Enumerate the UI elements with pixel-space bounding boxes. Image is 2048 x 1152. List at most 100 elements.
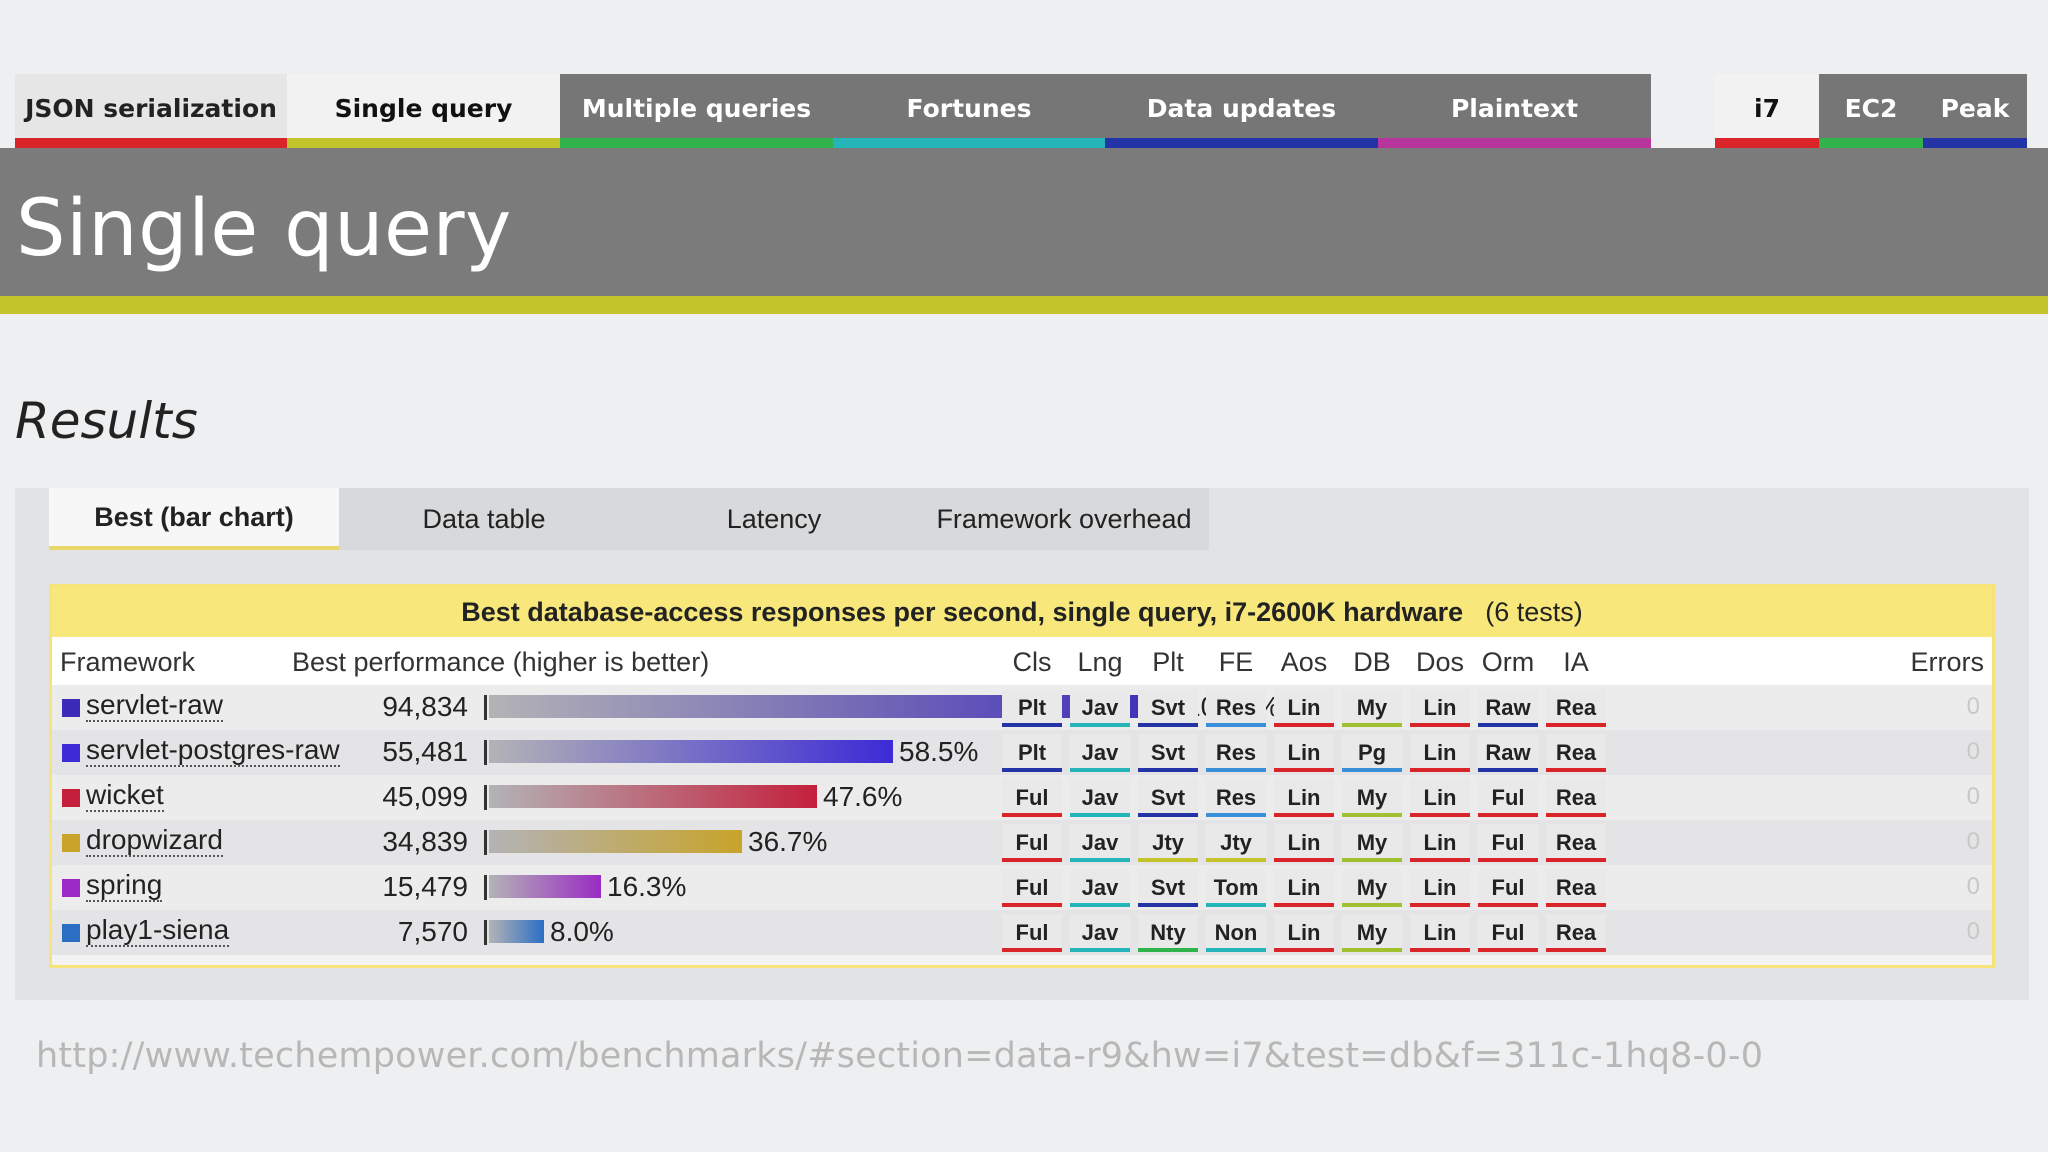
attribute-badge: Lin bbox=[1410, 824, 1470, 862]
attribute-badge: Rea bbox=[1546, 869, 1606, 907]
tab-latency[interactable]: Latency bbox=[629, 488, 919, 550]
attribute-badge: Svt bbox=[1138, 869, 1198, 907]
attribute-badge: Jav bbox=[1070, 914, 1130, 952]
header-attr: DB bbox=[1353, 647, 1391, 677]
performance-bar bbox=[489, 875, 601, 898]
errors-count: 0 bbox=[1966, 918, 1980, 945]
tab-label: JSON serialization bbox=[25, 93, 277, 123]
score-value: 45,099 bbox=[382, 781, 468, 812]
attribute-badge: Ful bbox=[1002, 869, 1062, 907]
attribute-badge: Svt bbox=[1138, 779, 1198, 817]
framework-link[interactable]: spring bbox=[86, 869, 163, 902]
table-row: servlet-postgres-raw 55,481 58.5% Plt Jav Svt… bbox=[52, 730, 1992, 775]
percent-label: 8.0% bbox=[550, 916, 614, 947]
framework-link[interactable]: play1-siena bbox=[86, 914, 230, 947]
caption-title: Best database-access responses per secon… bbox=[461, 596, 1464, 627]
header-framework: Framework bbox=[60, 647, 196, 677]
attribute-badge: Lin bbox=[1274, 689, 1334, 727]
tab-best-bar-chart[interactable]: Best (bar chart) bbox=[49, 488, 339, 550]
percent-label: 16.3% bbox=[607, 871, 687, 902]
tab-fortunes[interactable]: Fortunes bbox=[833, 74, 1105, 148]
errors-count: 0 bbox=[1966, 783, 1980, 810]
attribute-badge: Lin bbox=[1274, 824, 1334, 862]
errors-count: 0 bbox=[1966, 738, 1980, 765]
tab-label: i7 bbox=[1754, 93, 1780, 123]
bar-baseline bbox=[484, 785, 487, 810]
attribute-badge: Lin bbox=[1410, 779, 1470, 817]
performance-bar bbox=[489, 785, 817, 808]
tab-data-table[interactable]: Data table bbox=[339, 488, 629, 550]
header-errors: Errors bbox=[1910, 647, 1985, 677]
attribute-badge: Svt bbox=[1138, 689, 1198, 727]
attribute-badge: Tom bbox=[1206, 869, 1266, 907]
attribute-badge: Res bbox=[1206, 689, 1266, 727]
attribute-badge: Non bbox=[1206, 914, 1266, 952]
framework-link[interactable]: servlet-postgres-raw bbox=[86, 734, 340, 767]
attribute-badge: My bbox=[1342, 869, 1402, 907]
header-attr: Cls bbox=[1012, 647, 1052, 677]
bar-baseline bbox=[484, 875, 487, 900]
attribute-badge: Ful bbox=[1478, 914, 1538, 952]
hardware-tab-ec2[interactable]: EC2 bbox=[1819, 74, 1923, 148]
attribute-badge: Ful bbox=[1478, 779, 1538, 817]
attribute-badge: My bbox=[1342, 824, 1402, 862]
table-row: servlet-raw94,834100.0%PltJavSvtResLinMy… bbox=[52, 685, 1992, 730]
caption-test-count: (6 tests) bbox=[1485, 596, 1583, 627]
test-type-tabs: JSON serialization Single query Multiple… bbox=[15, 74, 2031, 148]
section-header: Single query bbox=[0, 148, 2048, 314]
attribute-badge: Lin bbox=[1410, 689, 1470, 727]
legend-swatch bbox=[62, 879, 80, 897]
performance-bar bbox=[489, 740, 893, 763]
score-value: 34,839 bbox=[382, 826, 468, 857]
framework-link[interactable]: dropwizard bbox=[86, 824, 223, 857]
hardware-tab-i7[interactable]: i7 bbox=[1715, 74, 1819, 148]
attribute-badge: Ful bbox=[1478, 869, 1538, 907]
page-title: Single query bbox=[16, 184, 512, 274]
attribute-badge: My bbox=[1342, 779, 1402, 817]
header-attr: Lng bbox=[1077, 647, 1123, 677]
attribute-badge: Rea bbox=[1546, 914, 1606, 952]
attribute-badge: Jav bbox=[1070, 779, 1130, 817]
score-value: 55,481 bbox=[382, 736, 468, 767]
attribute-badge: Svt bbox=[1138, 734, 1198, 772]
attribute-badge: Rea bbox=[1546, 689, 1606, 727]
errors-count: 0 bbox=[1966, 693, 1980, 720]
tab-label: Fortunes bbox=[906, 93, 1032, 123]
attribute-badge: Lin bbox=[1274, 734, 1334, 772]
tab-data-updates[interactable]: Data updates bbox=[1105, 74, 1378, 148]
tab-framework-overhead[interactable]: Framework overhead bbox=[919, 488, 1209, 550]
attribute-badge: Jty bbox=[1138, 824, 1198, 862]
attribute-badge: Jav bbox=[1070, 824, 1130, 862]
tab-json-serialization[interactable]: JSON serialization bbox=[15, 74, 287, 148]
legend-swatch bbox=[62, 924, 80, 942]
attribute-badge: Nty bbox=[1138, 914, 1198, 952]
attribute-badge: Rea bbox=[1546, 734, 1606, 772]
attribute-badge: Ful bbox=[1002, 914, 1062, 952]
tab-label: Peak bbox=[1940, 93, 2010, 123]
attribute-badge: Jav bbox=[1070, 689, 1130, 727]
header-attr: Orm bbox=[1481, 647, 1535, 677]
attribute-badge: Rea bbox=[1546, 824, 1606, 862]
table-row: dropwizard 34,839 36.7% Ful Jav Jty Jty Lin My Li… bbox=[52, 820, 1992, 865]
attribute-badge: Rea bbox=[1546, 779, 1606, 817]
attribute-badge: My bbox=[1342, 914, 1402, 952]
bar-baseline bbox=[484, 830, 487, 855]
performance-bar bbox=[489, 920, 544, 943]
table-caption: Best database-access responses per secon… bbox=[52, 587, 1992, 637]
framework-link[interactable]: wicket bbox=[86, 779, 164, 812]
legend-swatch bbox=[62, 699, 80, 717]
tab-single-query[interactable]: Single query bbox=[287, 74, 560, 148]
tab-multiple-queries[interactable]: Multiple queries bbox=[560, 74, 833, 148]
results-table: Best database-access responses per secon… bbox=[49, 584, 1995, 968]
header-attr: FE bbox=[1218, 647, 1254, 677]
hardware-tab-peak[interactable]: Peak bbox=[1923, 74, 2027, 148]
errors-count: 0 bbox=[1966, 828, 1980, 855]
header-attr: IA bbox=[1563, 647, 1589, 677]
tab-plaintext[interactable]: Plaintext bbox=[1378, 74, 1651, 148]
percent-label: 47.6% bbox=[823, 781, 903, 812]
tab-label: Multiple queries bbox=[581, 93, 812, 123]
framework-link[interactable]: servlet-raw bbox=[86, 689, 223, 722]
attribute-badge: Plt bbox=[1002, 689, 1062, 727]
attribute-badge: My bbox=[1342, 689, 1402, 727]
attribute-badge: Ful bbox=[1478, 824, 1538, 862]
